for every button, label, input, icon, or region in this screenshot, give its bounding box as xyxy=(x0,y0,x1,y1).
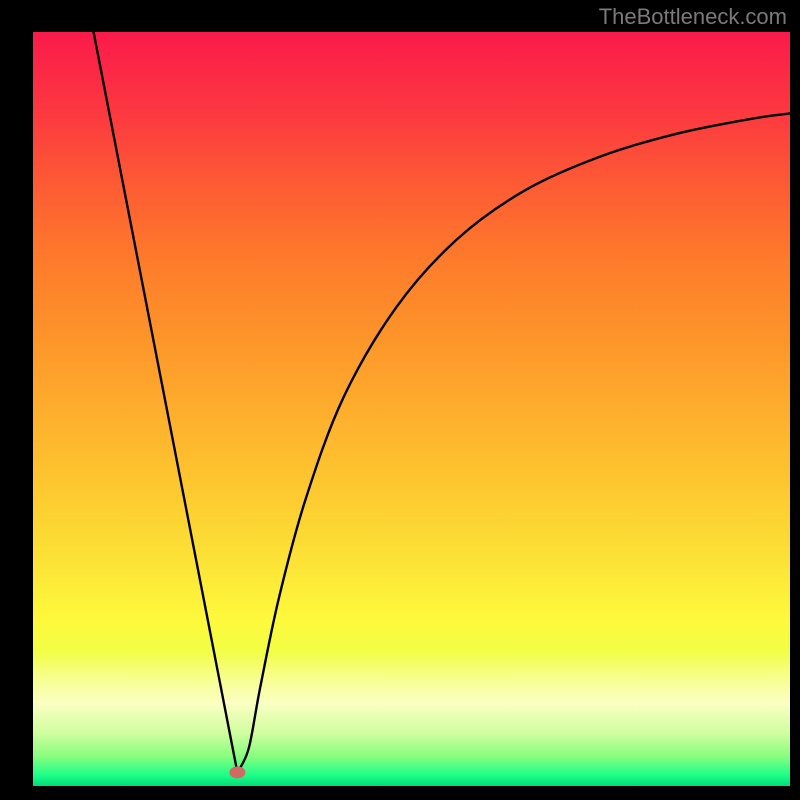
chart-svg xyxy=(33,32,790,786)
attribution-text: TheBottleneck.com xyxy=(599,4,787,30)
curve-left-branch xyxy=(94,32,238,772)
curve-right-branch xyxy=(237,113,790,772)
plot-area xyxy=(33,32,790,786)
min-point-marker xyxy=(229,766,245,778)
chart-container: TheBottleneck.com xyxy=(0,0,800,800)
